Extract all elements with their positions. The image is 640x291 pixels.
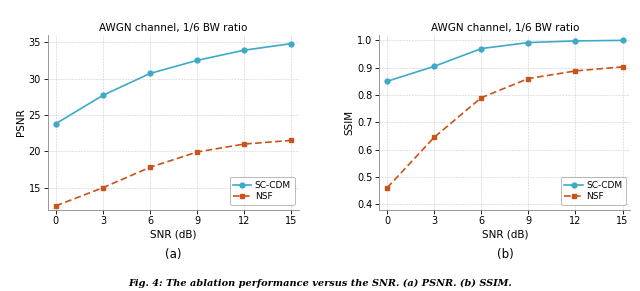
- SC-CDM: [146, 72, 154, 75]
- NSF: [193, 150, 201, 154]
- Legend: SC-CDM, NSF: SC-CDM, NSF: [561, 177, 626, 205]
- Legend: SC-CDM, NSF: SC-CDM, NSF: [230, 177, 294, 205]
- Text: (a): (a): [165, 248, 182, 261]
- Title: AWGN channel, 1/6 BW ratio: AWGN channel, 1/6 BW ratio: [99, 23, 248, 33]
- SC-CDM: [99, 94, 107, 97]
- Text: Fig. 4: The ablation performance versus the SNR. (a) PSNR. (b) SSIM.: Fig. 4: The ablation performance versus …: [128, 279, 512, 288]
- Line: NSF: NSF: [385, 64, 625, 190]
- SC-CDM: [431, 65, 438, 68]
- NSF: [431, 136, 438, 139]
- NSF: [525, 77, 532, 80]
- Line: SC-CDM: SC-CDM: [385, 38, 625, 84]
- Y-axis label: PSNR: PSNR: [16, 108, 26, 136]
- SC-CDM: [525, 41, 532, 44]
- Title: AWGN channel, 1/6 BW ratio: AWGN channel, 1/6 BW ratio: [431, 23, 579, 33]
- SC-CDM: [477, 47, 485, 50]
- NSF: [240, 142, 248, 146]
- NSF: [99, 186, 107, 189]
- SC-CDM: [619, 39, 627, 42]
- Text: (b): (b): [497, 248, 513, 261]
- X-axis label: SNR (dB): SNR (dB): [150, 229, 196, 239]
- SC-CDM: [572, 39, 579, 43]
- Line: SC-CDM: SC-CDM: [53, 41, 294, 126]
- NSF: [287, 139, 295, 142]
- Y-axis label: SSIM: SSIM: [344, 110, 355, 135]
- SC-CDM: [383, 79, 391, 83]
- NSF: [52, 204, 60, 208]
- Line: NSF: NSF: [53, 138, 294, 208]
- NSF: [146, 166, 154, 169]
- NSF: [383, 186, 391, 189]
- SC-CDM: [287, 42, 295, 45]
- SC-CDM: [193, 59, 201, 62]
- NSF: [619, 65, 627, 69]
- SC-CDM: [52, 122, 60, 125]
- SC-CDM: [240, 49, 248, 52]
- NSF: [477, 96, 485, 100]
- NSF: [572, 69, 579, 73]
- X-axis label: SNR (dB): SNR (dB): [482, 229, 528, 239]
